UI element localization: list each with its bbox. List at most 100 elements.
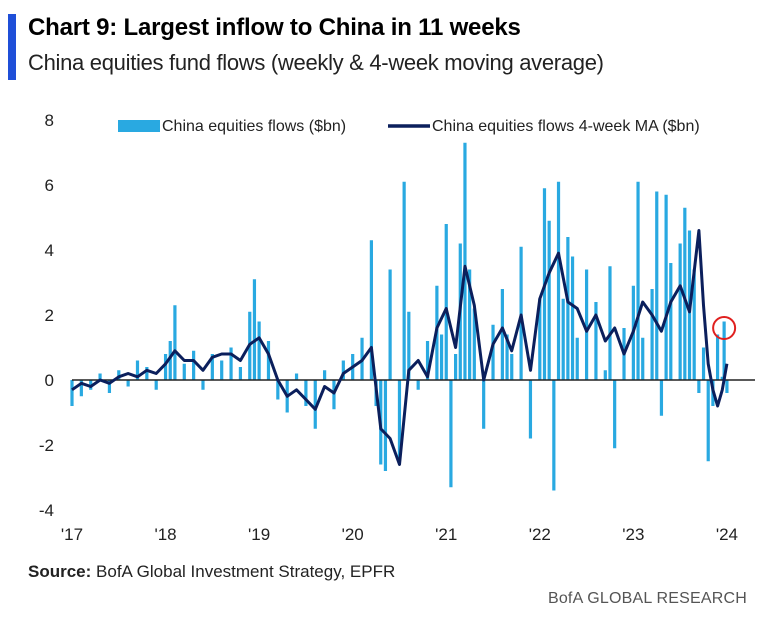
flow-bar (722, 321, 726, 380)
flow-bar (397, 380, 402, 462)
flow-bar (556, 181, 561, 380)
flow-bar (692, 269, 696, 380)
brand-label: BofA GLOBAL RESEARCH (547, 590, 747, 607)
title-accent-bar (8, 14, 16, 80)
legend-label-ma: China equities flows 4-week MA ($bn) (432, 118, 700, 135)
flow-bar (482, 380, 486, 429)
bar-series-flows (70, 142, 729, 491)
flow-bar (369, 240, 373, 380)
flow-bar (697, 380, 701, 393)
flow-bar (678, 243, 682, 380)
y-tick-label: 4 (45, 241, 54, 260)
flow-bar (659, 380, 664, 416)
flow-bar (154, 380, 158, 390)
flow-bar (463, 142, 467, 380)
flow-bar (304, 380, 308, 406)
flow-bar (552, 380, 556, 491)
flow-bar (636, 181, 640, 380)
x-tick-label: '21 (435, 525, 457, 544)
flow-bar (472, 308, 476, 380)
flow-bar (449, 380, 453, 488)
flow-bar (641, 337, 645, 380)
x-tick-label: '20 (342, 525, 364, 544)
flow-bar (145, 367, 149, 380)
flow-bar (407, 311, 411, 380)
flow-bar (683, 207, 687, 380)
flow-bar (505, 334, 509, 380)
flow-bar (388, 269, 392, 380)
flow-bar (163, 354, 168, 380)
flow-bar (603, 370, 607, 380)
flow-bar (238, 367, 243, 380)
flow-bar (135, 360, 140, 380)
flow-bar (168, 341, 172, 380)
chart-title: Chart 9: Largest inflow to China in 11 w… (28, 14, 521, 41)
source-note: Source: BofA Global Investment Strategy,… (28, 562, 395, 582)
y-tick-label: -4 (39, 501, 54, 520)
flow-bar (201, 380, 205, 390)
x-tick-label: '22 (529, 525, 551, 544)
flow-bar (425, 341, 430, 380)
flow-bar (570, 256, 575, 380)
flow-bar (706, 380, 710, 462)
flow-bar (575, 337, 579, 380)
source-label: Source: (28, 562, 92, 581)
y-tick-label: 2 (45, 306, 54, 325)
flow-bar (313, 380, 317, 429)
flow-bar (594, 302, 598, 380)
flow-bar (566, 237, 570, 380)
flow-bar (416, 380, 420, 390)
x-tick-label: '24 (716, 525, 738, 544)
flow-bar (79, 380, 83, 397)
legend-swatch-flows (118, 120, 160, 132)
flow-bar (528, 380, 533, 439)
y-tick-label: 0 (45, 371, 54, 390)
flow-bar (650, 289, 654, 380)
flow-bar (655, 191, 659, 380)
y-tick-label: -2 (39, 436, 54, 455)
chart-subtitle: China equities fund flows (weekly & 4-we… (28, 50, 604, 75)
flow-bar (332, 380, 336, 410)
flow-bar (402, 181, 406, 380)
flow-bar (439, 334, 444, 380)
x-tick-label: '18 (154, 525, 176, 544)
flow-bar (468, 269, 472, 380)
highlight-circle (712, 316, 737, 340)
flow-bar (608, 266, 612, 380)
flow-bar (720, 376, 724, 380)
flow-bar (444, 224, 448, 380)
flow-bar (341, 360, 345, 380)
flow-bar (126, 380, 130, 387)
flow-bar (669, 263, 673, 380)
flow-bar (210, 354, 214, 380)
flow-bar (70, 380, 74, 406)
flow-bar (294, 373, 299, 380)
flow-bar (715, 334, 720, 380)
flow-bar (500, 289, 504, 380)
flow-bar (561, 298, 565, 380)
y-tick-label: 6 (45, 176, 54, 195)
flow-bar (510, 354, 514, 380)
flow-bar (182, 363, 186, 380)
flow-bar (98, 373, 102, 380)
flow-bar (664, 194, 668, 380)
x-axis-ticks: '17 '18 '19 '20 '21 '22 '23 '24 (61, 525, 738, 544)
flow-bar (323, 370, 327, 380)
flow-bar (117, 370, 121, 380)
x-tick-label: '23 (622, 525, 644, 544)
flow-bar (107, 380, 112, 393)
ma-line-series (71, 229, 729, 466)
flow-bar (173, 305, 177, 380)
x-tick-label: '19 (248, 525, 270, 544)
flow-bar (454, 354, 458, 380)
flow-bar (584, 269, 589, 380)
fund-flows-chart: China equities flows ($bn) China equitie… (39, 111, 755, 544)
flow-bar (701, 347, 706, 380)
flow-bar (383, 380, 388, 471)
x-tick-label: '17 (61, 525, 83, 544)
y-axis-ticks: -4 -2 0 2 4 6 8 (39, 111, 54, 520)
y-tick-label: 8 (45, 111, 54, 130)
chart-legend: China equities flows ($bn) China equitie… (118, 118, 700, 135)
legend-label-flows: China equities flows ($bn) (162, 118, 346, 135)
flow-bar (538, 298, 542, 380)
